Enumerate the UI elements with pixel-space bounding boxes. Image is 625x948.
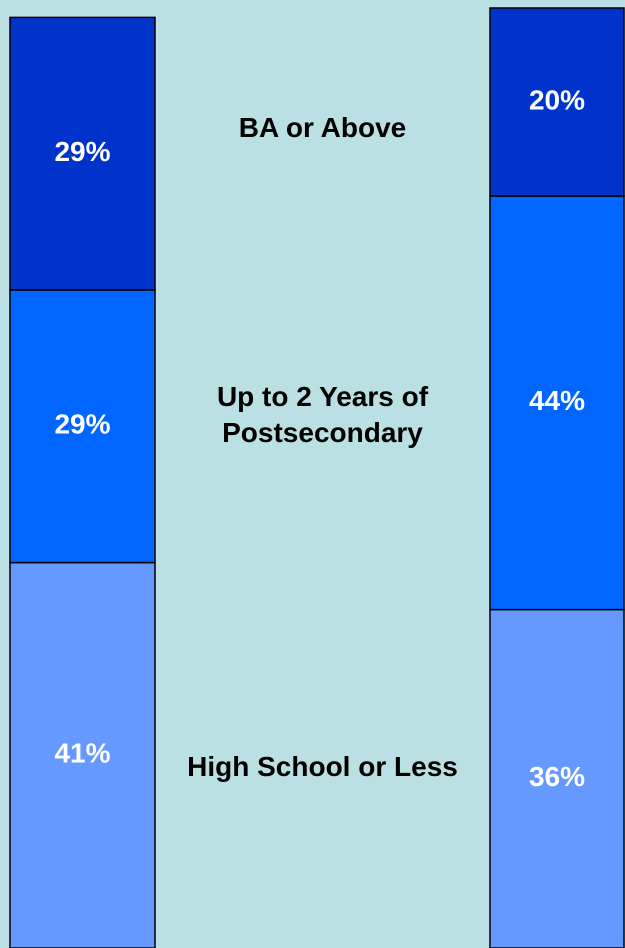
data-label: 29%	[54, 409, 110, 440]
data-label: 36%	[529, 761, 585, 792]
bar-segment	[489, 7, 625, 197]
series-label: High School or Less	[187, 751, 458, 783]
bar-segment	[489, 195, 625, 611]
data-label: 20%	[529, 84, 585, 115]
data-label: 29%	[54, 136, 110, 167]
series-label: BA or Above	[238, 111, 407, 143]
bar-segment	[9, 16, 156, 291]
data-label: 41%	[54, 738, 110, 769]
series-label: Up to 2 Years of Postsecondary	[216, 380, 429, 448]
data-label: 44%	[529, 385, 585, 416]
bar-segment	[9, 561, 156, 948]
